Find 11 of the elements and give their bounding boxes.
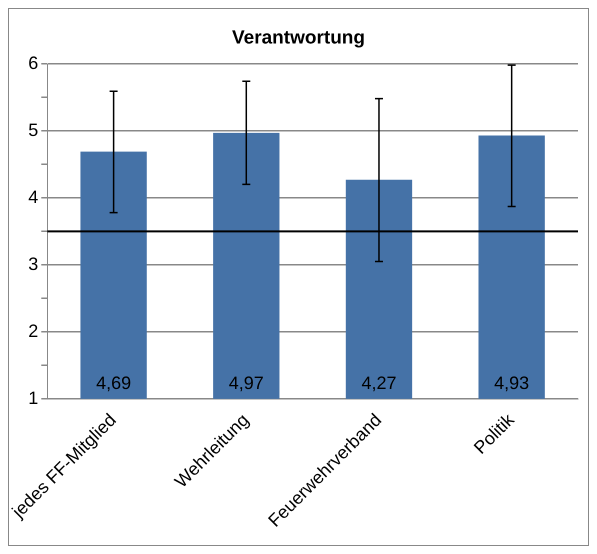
chart-title: Verantwortung <box>232 28 366 49</box>
y-tick-label: 6 <box>28 52 38 73</box>
y-tick-label: 2 <box>28 320 38 341</box>
y-tick-label: 3 <box>28 254 38 274</box>
data-label: 4,97 <box>228 372 264 393</box>
y-tick-label: 5 <box>28 120 38 140</box>
data-label: 4,27 <box>361 372 396 393</box>
y-tick-label: 4 <box>28 186 38 207</box>
data-label: 4,69 <box>96 372 132 393</box>
data-label: 4,93 <box>494 372 530 393</box>
y-tick-label: 1 <box>28 388 38 408</box>
